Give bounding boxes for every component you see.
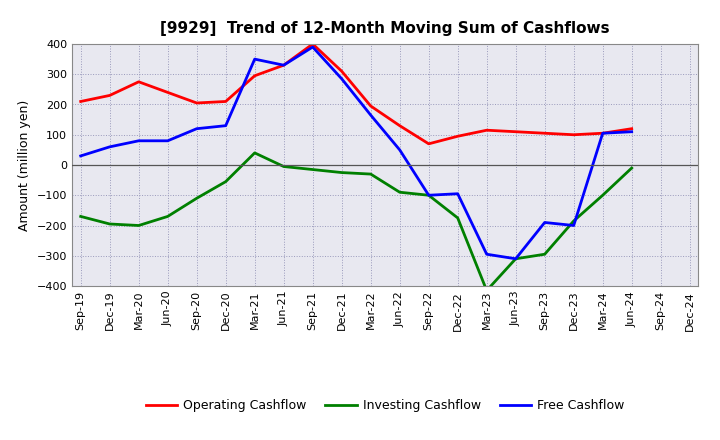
Investing Cashflow <box>511 256 520 261</box>
Operating Cashflow <box>308 41 317 47</box>
Operating Cashflow <box>366 103 375 109</box>
Operating Cashflow <box>192 100 201 106</box>
Investing Cashflow <box>366 172 375 177</box>
Free Cashflow <box>105 144 114 150</box>
Investing Cashflow <box>135 223 143 228</box>
Line: Investing Cashflow: Investing Cashflow <box>81 153 631 290</box>
Investing Cashflow <box>76 214 85 219</box>
Investing Cashflow <box>308 167 317 172</box>
Investing Cashflow <box>570 218 578 224</box>
Operating Cashflow <box>76 99 85 104</box>
Operating Cashflow <box>598 131 607 136</box>
Operating Cashflow <box>395 123 404 128</box>
Free Cashflow <box>482 252 491 257</box>
Free Cashflow <box>454 191 462 196</box>
Operating Cashflow <box>541 131 549 136</box>
Line: Operating Cashflow: Operating Cashflow <box>81 44 631 144</box>
Investing Cashflow <box>627 165 636 171</box>
Free Cashflow <box>627 129 636 134</box>
Free Cashflow <box>192 126 201 131</box>
Operating Cashflow <box>482 128 491 133</box>
Operating Cashflow <box>251 73 259 78</box>
Operating Cashflow <box>338 69 346 74</box>
Free Cashflow <box>76 153 85 158</box>
Operating Cashflow <box>627 126 636 131</box>
Investing Cashflow <box>454 215 462 220</box>
Operating Cashflow <box>221 99 230 104</box>
Free Cashflow <box>598 131 607 136</box>
Investing Cashflow <box>163 214 172 219</box>
Operating Cashflow <box>135 79 143 84</box>
Investing Cashflow <box>541 252 549 257</box>
Investing Cashflow <box>395 190 404 195</box>
Free Cashflow <box>366 113 375 118</box>
Investing Cashflow <box>221 179 230 184</box>
Title: [9929]  Trend of 12-Month Moving Sum of Cashflows: [9929] Trend of 12-Month Moving Sum of C… <box>161 21 610 36</box>
Investing Cashflow <box>105 221 114 227</box>
Investing Cashflow <box>338 170 346 175</box>
Y-axis label: Amount (million yen): Amount (million yen) <box>18 99 31 231</box>
Investing Cashflow <box>598 193 607 198</box>
Operating Cashflow <box>105 93 114 98</box>
Operating Cashflow <box>279 62 288 68</box>
Operating Cashflow <box>570 132 578 137</box>
Operating Cashflow <box>424 141 433 147</box>
Free Cashflow <box>541 220 549 225</box>
Free Cashflow <box>251 56 259 62</box>
Investing Cashflow <box>279 164 288 169</box>
Free Cashflow <box>308 44 317 50</box>
Investing Cashflow <box>251 150 259 156</box>
Line: Free Cashflow: Free Cashflow <box>81 47 631 259</box>
Investing Cashflow <box>424 193 433 198</box>
Free Cashflow <box>221 123 230 128</box>
Free Cashflow <box>338 76 346 81</box>
Free Cashflow <box>279 62 288 68</box>
Free Cashflow <box>135 138 143 143</box>
Free Cashflow <box>511 256 520 261</box>
Operating Cashflow <box>454 134 462 139</box>
Operating Cashflow <box>163 90 172 95</box>
Free Cashflow <box>570 223 578 228</box>
Investing Cashflow <box>192 196 201 201</box>
Free Cashflow <box>163 138 172 143</box>
Operating Cashflow <box>511 129 520 134</box>
Legend: Operating Cashflow, Investing Cashflow, Free Cashflow: Operating Cashflow, Investing Cashflow, … <box>141 394 629 417</box>
Investing Cashflow <box>482 288 491 293</box>
Free Cashflow <box>424 193 433 198</box>
Free Cashflow <box>395 147 404 153</box>
